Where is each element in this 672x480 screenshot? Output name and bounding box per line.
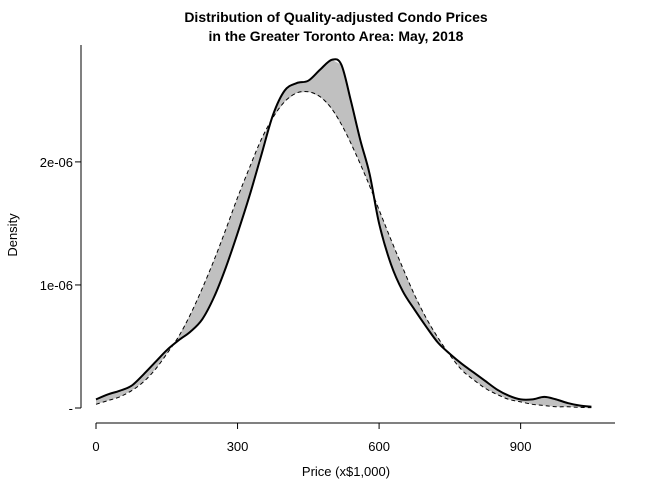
y-axis-label: Density <box>5 213 20 257</box>
x-tick-label: 600 <box>368 439 390 454</box>
normal-density-line <box>95 90 592 409</box>
y-tick-label: 2e-06 <box>40 155 73 170</box>
shaded-area <box>96 60 592 408</box>
shaded-difference-area <box>96 60 592 408</box>
x-tick-label: 0 <box>92 439 99 454</box>
chart-title: Distribution of Quality-adjusted Condo P… <box>184 9 488 25</box>
series-lines <box>95 58 592 409</box>
chart-subtitle: in the Greater Toronto Area: May, 2018 <box>209 28 464 44</box>
y-axis-ticks: - 1e-06 2e-06 <box>40 155 81 416</box>
x-tick-label: 300 <box>227 439 249 454</box>
x-axis-label: Price (x$1,000) <box>302 464 390 479</box>
x-tick-label: 900 <box>510 439 532 454</box>
y-tick-label: - <box>69 401 73 416</box>
x-axis-ticks: 0 300 600 900 <box>92 423 531 454</box>
y-tick-label: 1e-06 <box>40 278 73 293</box>
observed-density-line <box>95 58 592 408</box>
